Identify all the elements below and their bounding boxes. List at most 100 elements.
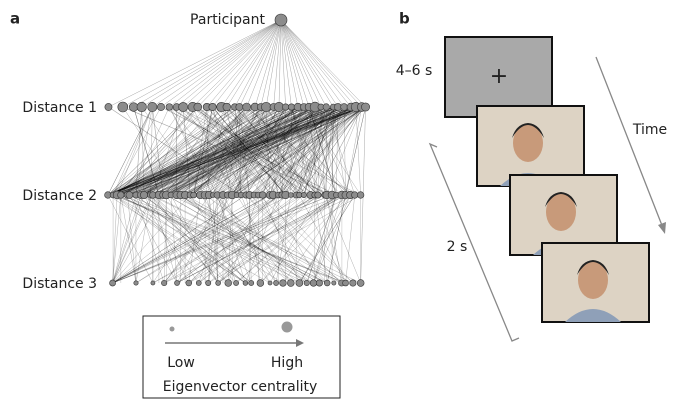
node: [268, 281, 272, 285]
node: [148, 102, 157, 111]
node: [186, 280, 192, 286]
node: [223, 103, 231, 111]
page: a Participant Distance 1 Distance 2 Dist…: [0, 0, 683, 407]
node: [324, 280, 330, 286]
edge: [207, 20, 281, 107]
node: [243, 103, 251, 111]
edge: [281, 20, 366, 107]
node: [174, 280, 179, 285]
legend-title: Eigenvector centrality: [163, 379, 318, 395]
edge: [260, 195, 350, 283]
edge: [281, 20, 344, 107]
node: [216, 281, 221, 286]
edge: [177, 20, 281, 107]
node: [310, 280, 317, 287]
edge: [169, 20, 281, 107]
level-label: Distance 1: [22, 100, 97, 116]
node: [351, 192, 358, 199]
fixation-duration: 4–6 s: [396, 63, 433, 79]
node: [105, 103, 112, 110]
node: [236, 103, 243, 110]
node: [157, 103, 164, 110]
node: [249, 280, 254, 285]
edge: [183, 20, 281, 107]
edge: [152, 20, 281, 107]
node: [341, 104, 348, 111]
edge: [123, 20, 281, 107]
node: [118, 102, 128, 112]
edge: [336, 107, 338, 195]
node: [350, 280, 356, 286]
edge: [161, 20, 281, 107]
node: [161, 280, 166, 285]
time-arrowhead: [658, 222, 666, 234]
panel-label: a: [10, 10, 20, 28]
node: [261, 102, 270, 111]
edge: [346, 195, 355, 283]
node: [206, 280, 211, 285]
legend-low: Low: [167, 355, 195, 371]
node: [134, 281, 138, 285]
edge: [281, 20, 326, 107]
level-label: Distance 3: [22, 276, 97, 292]
node: [110, 280, 116, 286]
face-frame: [542, 243, 649, 322]
node: [151, 281, 155, 285]
node: [140, 191, 147, 198]
network-edges: [108, 20, 366, 283]
figure: a Participant Distance 1 Distance 2 Dist…: [0, 0, 683, 403]
node: [243, 281, 248, 286]
edge: [281, 20, 321, 107]
edge: [227, 20, 281, 107]
face-duration: 2 s: [447, 239, 468, 255]
node: [343, 280, 349, 286]
node: [166, 104, 173, 111]
node: [191, 192, 197, 198]
node: [280, 280, 287, 287]
node: [304, 280, 309, 285]
node: [361, 103, 369, 111]
node: [225, 280, 232, 287]
edge: [281, 20, 351, 107]
node: [275, 14, 287, 26]
node: [118, 192, 125, 199]
node: [179, 102, 188, 111]
node: [332, 281, 336, 285]
root-label: Participant: [190, 12, 265, 28]
node: [296, 280, 303, 287]
node: [357, 280, 364, 287]
edge: [281, 20, 333, 107]
legend-large-node: [282, 322, 293, 333]
level-label: Distance 2: [22, 188, 97, 204]
node: [357, 192, 364, 199]
edge: [128, 195, 342, 283]
node: [233, 280, 238, 285]
node: [274, 280, 279, 285]
node: [315, 192, 321, 198]
edge: [281, 20, 362, 107]
fixation-cross: +: [490, 64, 508, 89]
node: [288, 104, 294, 110]
edge: [136, 195, 151, 283]
edge: [153, 195, 177, 283]
time-label: Time: [632, 122, 667, 138]
node: [288, 192, 293, 197]
node: [301, 192, 306, 197]
edge: [327, 195, 342, 283]
node: [259, 192, 266, 199]
node: [209, 103, 216, 110]
node: [316, 280, 322, 286]
node: [287, 280, 294, 287]
edge: [235, 20, 281, 107]
node: [282, 104, 288, 110]
legend-high: High: [271, 355, 303, 371]
node: [137, 102, 147, 112]
edge: [108, 20, 281, 107]
node: [257, 280, 264, 287]
legend-arrowhead: [296, 339, 304, 347]
node: [126, 192, 133, 199]
node: [194, 103, 202, 111]
edge: [221, 20, 281, 107]
panel-label: b: [399, 10, 410, 28]
legend-small-node: [170, 327, 175, 332]
